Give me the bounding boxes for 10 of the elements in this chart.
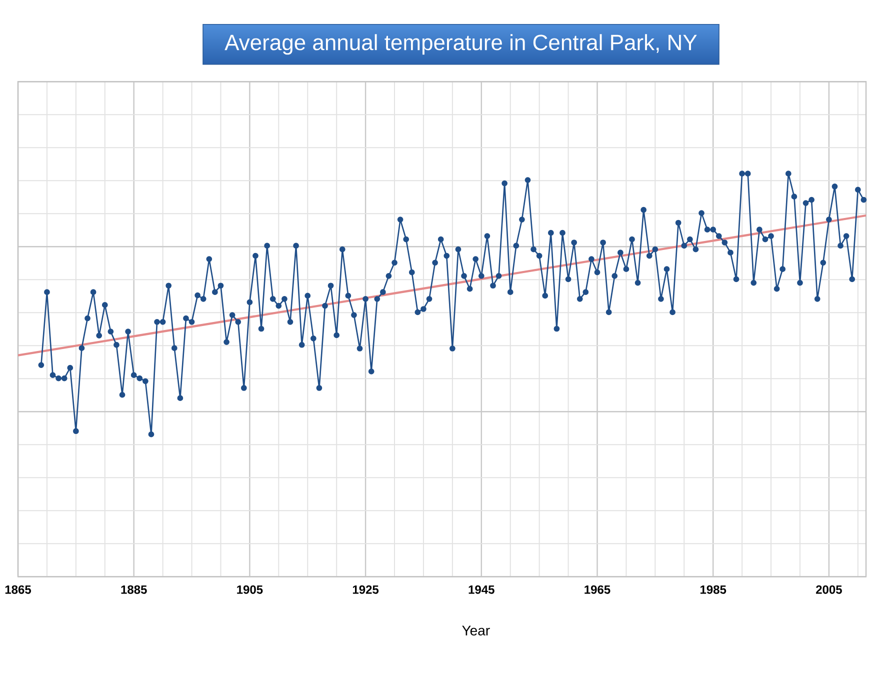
x-tick-label: 2005: [816, 585, 842, 594]
x-tick-label: 1905: [237, 585, 263, 594]
x-tick-label: 1945: [468, 585, 494, 594]
x-tick-label: 1925: [352, 585, 379, 594]
x-tick-label: 1985: [700, 585, 726, 594]
x-tick-label: 1885: [121, 585, 147, 594]
x-tick-label: 1965: [584, 585, 610, 594]
chart-title: Average annual temperature in Central Park, NY: [224, 34, 697, 55]
x-axis-title: Year: [462, 626, 490, 636]
x-tick-label: 1865: [5, 585, 32, 594]
